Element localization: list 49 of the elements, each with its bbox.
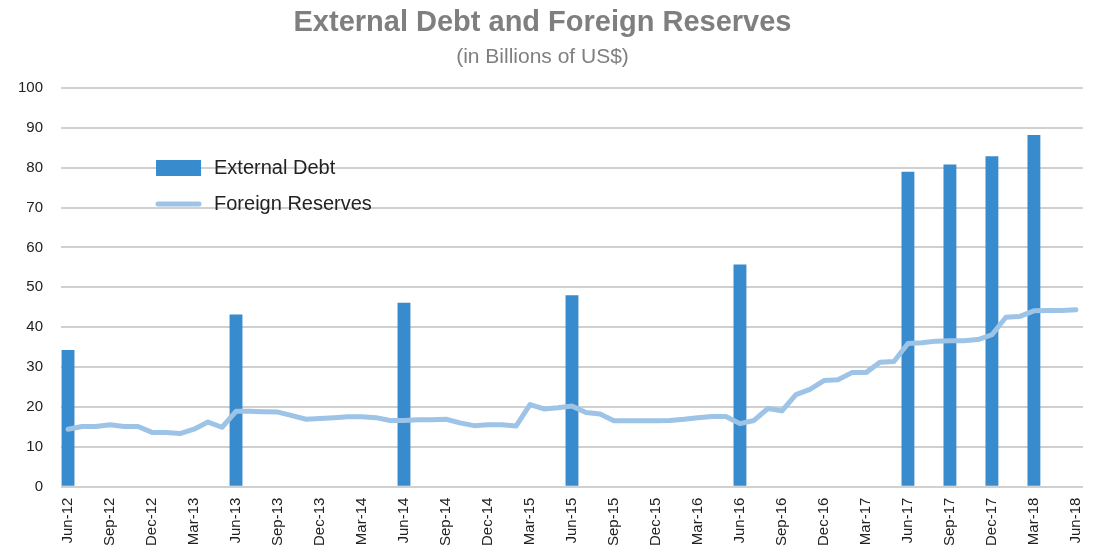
bar [565, 295, 579, 486]
y-tick-label: 30 [26, 357, 44, 375]
bar [1027, 135, 1041, 486]
x-tick-label: Mar-17 [856, 497, 874, 546]
bar [901, 171, 915, 486]
x-tick-label: Sep-15 [604, 497, 622, 547]
bar [943, 164, 957, 486]
y-tick-label: 20 [26, 397, 44, 415]
x-tick-label: Sep-12 [100, 497, 118, 547]
x-tick-label: Jun-17 [898, 497, 916, 544]
x-tick-label: Dec-17 [982, 497, 1000, 546]
x-tick-label: Dec-16 [814, 497, 832, 546]
x-tick-label: Sep-16 [772, 497, 790, 547]
x-tick-label: Jun-15 [562, 497, 580, 544]
x-tick-label: Mar-18 [1024, 497, 1042, 546]
bar [733, 264, 747, 486]
bar [985, 156, 999, 486]
x-tick-label: Jun-12 [58, 497, 76, 544]
y-tick-label: 80 [26, 157, 44, 175]
y-tick-label: 70 [26, 197, 44, 215]
x-tick-label: Jun-13 [226, 497, 244, 544]
x-tick-label: Sep-17 [940, 497, 958, 547]
x-tick-label: Sep-13 [268, 497, 286, 547]
x-tick-label: Sep-14 [436, 497, 454, 547]
y-tick-label: 100 [18, 78, 44, 96]
x-tick-label: Mar-16 [688, 497, 706, 546]
x-tick-label: Dec-14 [478, 497, 496, 546]
chart-title: External Debt and Foreign Reserves [293, 5, 792, 38]
y-tick-label: 10 [26, 436, 44, 454]
x-tick-label: Dec-12 [142, 497, 160, 546]
bar [61, 349, 75, 486]
chart-subtitle: (in Billions of US$) [456, 44, 629, 68]
x-tick-label: Jun-14 [394, 497, 412, 544]
legend-label: Foreign Reserves [214, 191, 372, 214]
x-tick-label: Mar-13 [184, 497, 202, 546]
x-tick-label: Dec-13 [310, 497, 328, 546]
x-tick-label: Mar-14 [352, 497, 370, 546]
y-tick-label: 50 [26, 277, 44, 295]
bar [229, 314, 243, 486]
y-tick-label: 0 [34, 476, 44, 494]
legend-label: External Debt [214, 155, 336, 178]
y-tick-label: 40 [26, 317, 44, 335]
x-tick-label: Mar-15 [520, 497, 538, 546]
x-tick-label: Jun-18 [1066, 497, 1084, 544]
x-tick-label: Jun-16 [730, 497, 748, 544]
y-tick-label: 60 [26, 237, 44, 255]
x-tick-label: Dec-15 [646, 497, 664, 546]
y-tick-label: 90 [26, 118, 44, 135]
bar [397, 302, 411, 486]
